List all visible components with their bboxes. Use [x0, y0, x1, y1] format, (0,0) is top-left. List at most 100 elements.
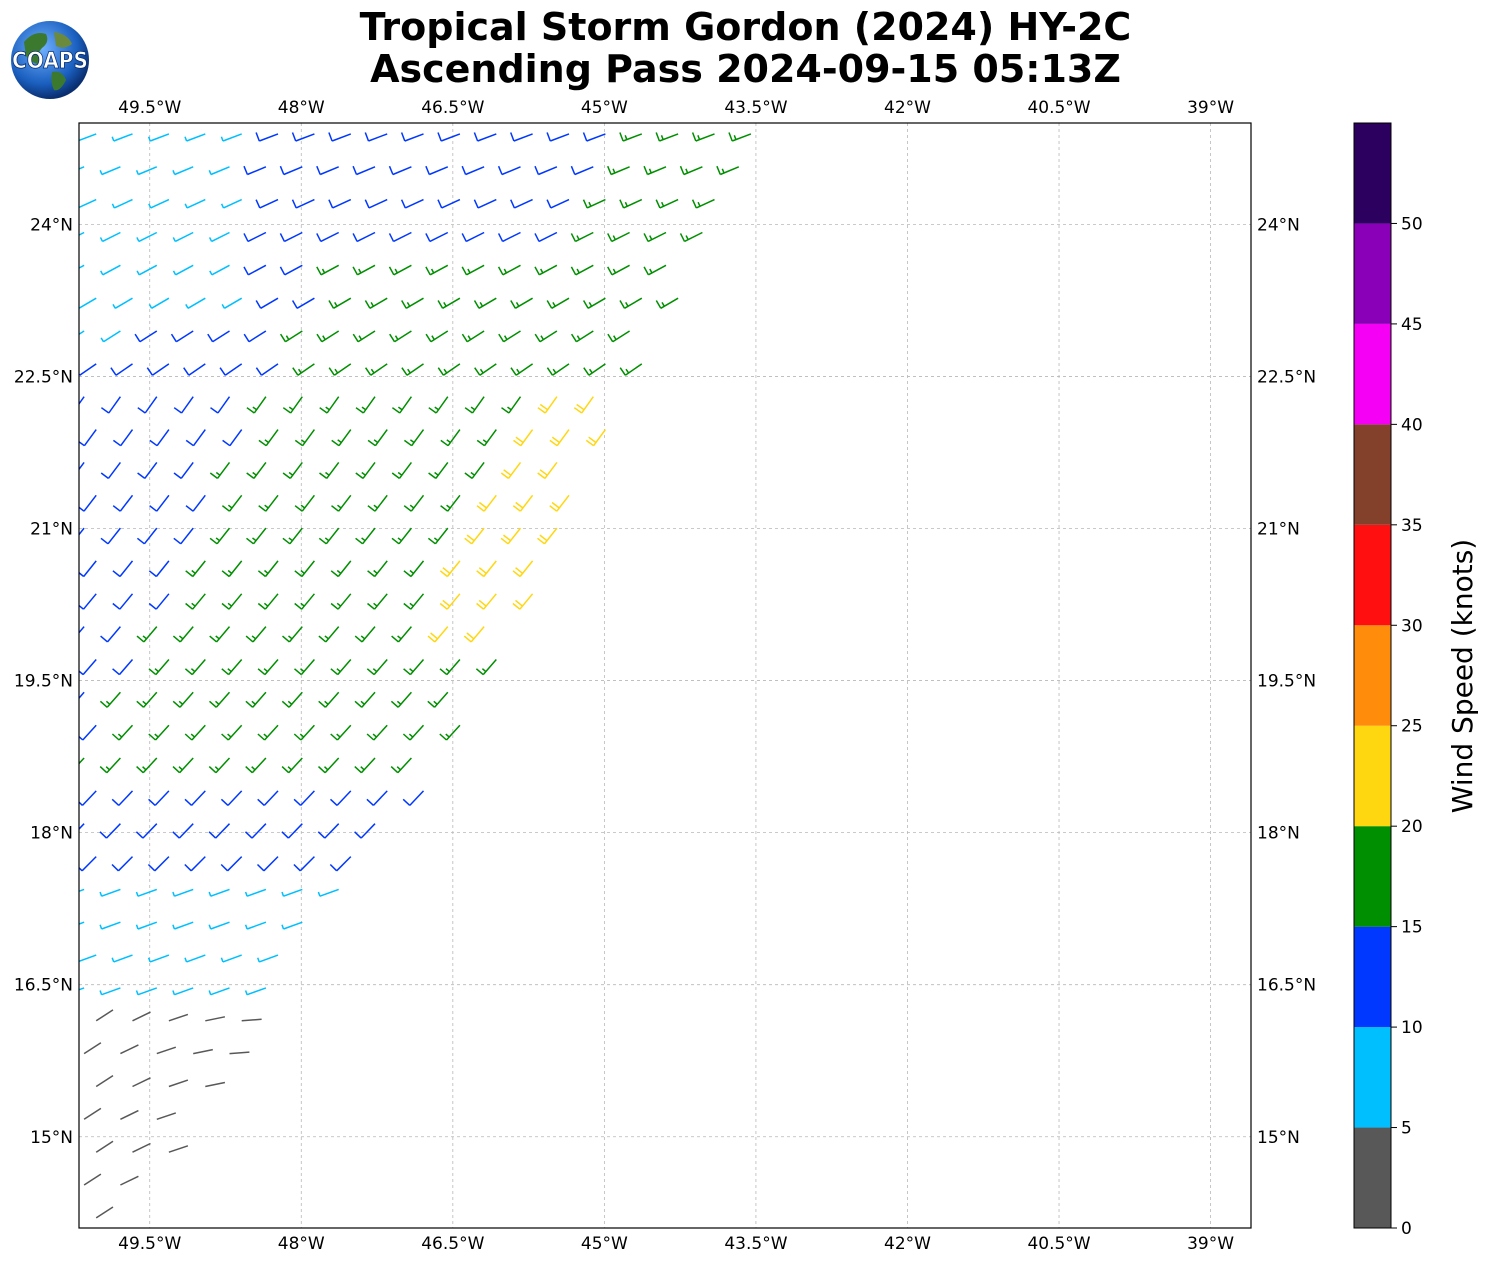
barb-shaft [336, 856, 352, 872]
barb-half-flag [142, 700, 147, 705]
wind-barb [148, 790, 170, 806]
wind-barb [100, 626, 121, 643]
barb-shaft [205, 1016, 226, 1022]
wind-barb [173, 396, 194, 414]
barb-flag [172, 831, 180, 839]
wind-barb [716, 165, 740, 176]
wind-barb [512, 494, 534, 512]
wind-barb [168, 1013, 189, 1022]
wind-barb [137, 461, 158, 479]
barb-shaft [156, 1046, 177, 1055]
barb-flag [425, 333, 432, 343]
lon-tick-label-bottom: 48°W [278, 1234, 325, 1254]
barb-flag [245, 700, 254, 708]
barb-half-flag [142, 635, 147, 640]
barb-shaft [659, 198, 679, 209]
barb-half-flag [288, 635, 293, 640]
barb-flag [173, 537, 182, 545]
wind-barb [549, 429, 570, 447]
barb-shaft [441, 198, 461, 209]
barb-shaft [501, 166, 521, 176]
barb-flag [316, 266, 322, 276]
wind-barb [210, 396, 231, 414]
barb-flag [400, 199, 406, 209]
wind-barb [330, 593, 352, 610]
barb-flag [207, 333, 214, 343]
lat-tick-label-right: 18°N [1257, 824, 1300, 844]
barb-shaft [102, 231, 121, 243]
colorbar-bin [1354, 524, 1391, 626]
barb-flag [588, 436, 597, 444]
barb-shaft [83, 1107, 102, 1120]
barb-shaft [79, 691, 85, 700]
barb-flag [478, 567, 487, 574]
barb-half-flag [685, 235, 689, 240]
wind-barb [643, 165, 667, 176]
wind-barb [437, 363, 461, 376]
barb-shaft [117, 856, 134, 872]
barb-half-flag [215, 700, 220, 705]
barb-shaft [143, 527, 158, 545]
barb-shaft [227, 790, 243, 806]
wind-barb [512, 593, 534, 610]
colorbar-tick-label: 25 [1401, 717, 1423, 737]
barb-flag [184, 733, 193, 741]
barb-flag [437, 300, 444, 309]
barb-half-flag [431, 335, 435, 340]
barb-half-flag [649, 235, 653, 240]
wind-barb [364, 363, 388, 376]
barb-half-flag [172, 237, 176, 242]
barb-half-flag [288, 406, 294, 411]
wind-barb [95, 1074, 114, 1088]
wind-barb [148, 593, 170, 610]
barb-half-flag [263, 668, 268, 673]
barb-half-flag [99, 170, 103, 175]
wind-barb [149, 494, 170, 512]
wind-barb [147, 133, 170, 142]
barb-half-flag [251, 766, 256, 771]
wind-barb [293, 856, 315, 872]
barb-half-flag [358, 335, 363, 340]
wind-barb [425, 165, 449, 176]
barb-half-flag [136, 237, 140, 242]
barb-shaft [79, 231, 85, 236]
barb-shaft [623, 198, 643, 209]
wind-barb [219, 363, 243, 376]
wind-barb [402, 790, 425, 806]
barb-half-flag [64, 925, 66, 929]
barb-flag [549, 439, 558, 447]
wind-barb [136, 231, 158, 243]
barb-flag [367, 602, 375, 610]
wind-barb [111, 724, 134, 741]
barb-shaft [337, 560, 352, 577]
barb-shaft [622, 133, 643, 142]
wind-barb [643, 264, 667, 276]
barb-half-flag [185, 304, 189, 309]
barb-shaft [174, 166, 194, 176]
barb-flag [99, 766, 108, 774]
wind-barb [221, 560, 243, 578]
wind-barb [221, 724, 243, 741]
globe-logo-icon: COAPS [11, 21, 89, 99]
wind-barb [120, 1044, 139, 1055]
wind-barb [537, 527, 558, 545]
barb-half-flag [136, 270, 140, 276]
colorbar-tick-label: 35 [1401, 516, 1423, 536]
barb-shaft [223, 198, 243, 209]
barb-flag [551, 501, 560, 509]
lon-tick-label-top: 48°W [278, 98, 325, 118]
wind-barb [99, 691, 121, 708]
barb-half-flag [434, 406, 439, 411]
wind-barb [79, 757, 85, 765]
barb-flag [476, 602, 485, 610]
wind-barb [184, 133, 206, 142]
wind-barb [440, 429, 461, 447]
wind-barb [257, 790, 279, 806]
barb-half-flag [721, 168, 725, 174]
barb-flag [352, 233, 358, 242]
barb-half-flag [244, 924, 248, 930]
barb-shaft [248, 330, 267, 343]
barb-half-flag [147, 957, 151, 963]
barb-flag [328, 300, 335, 309]
barb-shaft [325, 527, 340, 545]
